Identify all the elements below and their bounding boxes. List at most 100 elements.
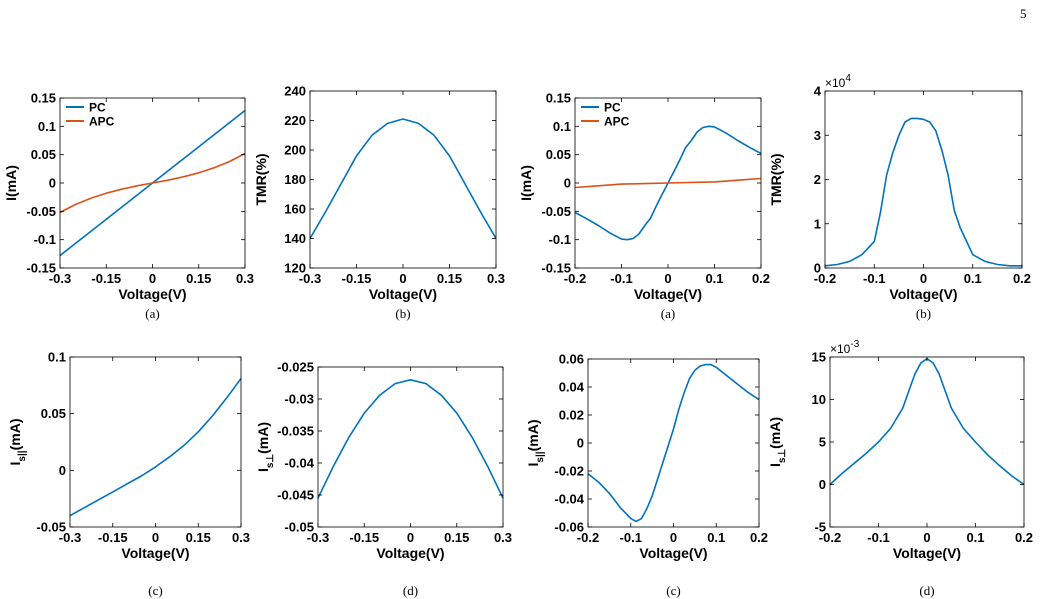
x-tick-label: 0 (923, 530, 930, 545)
y-axis-multiplier: ×104 (825, 73, 851, 90)
panel-caption: (b) (395, 306, 411, 321)
x-tick-label: 0.3 (232, 530, 250, 545)
series-line-apc (574, 177, 762, 189)
x-tick-label: -0.15 (91, 271, 121, 286)
x-tick-label: 0.15 (437, 271, 462, 286)
x-tick-label: 0.1 (705, 271, 723, 286)
x-tick-label: 0.15 (186, 530, 211, 545)
chart-svg: -0.3 -0.15 0 0.15 0.3 -0.05 -0.045 -0.04 -0.035 -… (255, 360, 512, 562)
x-axis-label: Voltage(V) (118, 286, 186, 302)
x-tick-label: 0.2 (750, 530, 768, 545)
y-axis-multiplier: ×10-3 (830, 339, 860, 356)
x-tick-label: -0.2 (577, 530, 599, 545)
y-tick-label: 2 (814, 172, 821, 187)
y-tick-label: 0.1 (553, 119, 571, 134)
series-line-0 (824, 117, 1022, 267)
x-tick-label: -0.15 (349, 530, 379, 545)
y-tick-label: -0.025 (277, 360, 314, 375)
y-tick-label: 0 (564, 176, 571, 191)
y-axis-label-units: (mA) (255, 422, 271, 454)
y-tick-label: 15 (812, 350, 826, 365)
y-axis-label-main: TMR(%) (253, 153, 269, 205)
y-axis-label-units: (mA) (525, 420, 541, 452)
y-tick-label: 0 (819, 477, 826, 492)
x-tick-label: 0.3 (236, 271, 254, 286)
x-tick-label: 0 (149, 271, 156, 286)
y-tick-label: -0.03 (284, 392, 314, 407)
x-tick-label: 0 (407, 530, 414, 545)
y-axis-label: Is||(mA) (525, 420, 546, 467)
x-tick-label: -0.15 (342, 271, 372, 286)
panel-caption: (a) (145, 306, 160, 321)
x-tick-label: -0.3 (299, 271, 321, 286)
series-line-0 (69, 378, 242, 517)
x-tick-label: -0.1 (620, 530, 642, 545)
y-tick-label: 140 (284, 231, 306, 246)
y-axis-label-main: I (7, 462, 23, 466)
y-tick-label: 0.04 (559, 380, 585, 395)
x-tick-label: 0.2 (1015, 530, 1033, 545)
y-axis-multiplier-base: ×10 (830, 342, 851, 356)
chart-svg: -0.2 -0.1 0 0.1 0.2 0 1 2 3 4 Voltage(V) TMR(%) ×104 (768, 73, 1031, 302)
y-tick-label: -0.1 (549, 232, 571, 247)
y-tick-label: 4 (814, 84, 822, 99)
y-axis-label: TMR(%) (253, 153, 269, 205)
y-axis-label-subscript: s|| (17, 450, 28, 461)
series-line-0 (587, 363, 760, 523)
axes-frame (587, 358, 760, 528)
y-tick-label: 160 (284, 202, 306, 217)
y-tick-label: 0.1 (38, 119, 56, 134)
chart-panel-bottom-2: -0.3 -0.15 0 0.15 0.3 -0.05 -0.045 -0.04 -0.035 -… (250, 345, 515, 599)
y-axis-label-main: I (767, 463, 783, 467)
y-tick-label: 0.02 (559, 408, 584, 423)
legend-label: PC (604, 101, 621, 115)
y-tick-label: 0.06 (559, 352, 584, 367)
y-tick-label: -0.15 (26, 261, 56, 276)
y-axis-label-main: I(mA) (3, 165, 19, 201)
x-axis-label: Voltage(V) (893, 545, 961, 561)
y-axis-label-main: TMR(%) (768, 153, 784, 205)
x-axis-label: Voltage(V) (639, 545, 707, 561)
y-tick-label: 0.05 (546, 147, 571, 162)
chart-svg: -0.2 -0.1 0 0.1 0.2 -0.06 -0.04 -0.02 0 0.02 0.04 0… (525, 352, 768, 562)
y-axis-label: I(mA) (518, 165, 534, 201)
y-axis-label-subscript: s⊥ (777, 449, 788, 464)
y-axis-label-main: I(mA) (518, 165, 534, 201)
y-tick-label: 180 (284, 172, 306, 187)
y-axis-label: I(mA) (3, 165, 19, 201)
x-tick-label: 0 (152, 530, 159, 545)
y-tick-label: -0.1 (34, 232, 56, 247)
y-axis-label-subscript: s⊥ (265, 454, 276, 469)
chart-panel-bottom-4: -0.2 -0.1 0 0.1 0.2 -5 0 5 10 15 Voltage(V) Is⊥(mA)… (767, 339, 1042, 598)
y-axis-label: Is||(mA) (7, 419, 28, 466)
x-tick-label: -0.3 (59, 530, 81, 545)
series-line-0 (317, 378, 504, 499)
y-axis-label: Is⊥(mA) (767, 417, 788, 467)
x-tick-label: 0.15 (186, 271, 211, 286)
panel-caption: (d) (402, 583, 419, 598)
axes-frame (829, 356, 1025, 528)
panel-caption: (a) (660, 306, 676, 321)
x-tick-label: 0.3 (494, 530, 512, 545)
y-tick-label: 0.05 (31, 147, 56, 162)
chart-panel-bottom-1: -0.3 -0.15 0 0.15 0.3 -0.05 0 0.05 0.1 Voltage(V)… (0, 345, 250, 599)
y-tick-label: 3 (814, 128, 821, 143)
y-tick-label: 0 (49, 176, 56, 191)
y-tick-label: -0.04 (554, 492, 584, 507)
x-tick-label: -0.1 (610, 271, 632, 286)
y-tick-label: 10 (812, 392, 826, 407)
y-tick-label: 220 (284, 113, 306, 128)
x-axis-label: Voltage(V) (889, 286, 957, 302)
series-line-0 (829, 357, 1025, 486)
series-line-apc (59, 152, 246, 214)
x-tick-label: -0.2 (564, 271, 586, 286)
panel-caption: (c) (666, 583, 681, 598)
legend-label: PC (89, 101, 106, 115)
x-tick-label: 0.2 (752, 271, 770, 286)
chart-panel-bottom-3: -0.2 -0.1 0 0.1 0.2 -0.06 -0.04 -0.02 0 0.02 0.04 0… (515, 345, 775, 599)
x-tick-label: 0 (399, 271, 406, 286)
y-tick-label: -5 (814, 520, 826, 535)
x-tick-label: 0.1 (707, 530, 725, 545)
y-tick-label: 0.15 (546, 91, 571, 106)
y-axis-label: TMR(%) (768, 153, 784, 205)
